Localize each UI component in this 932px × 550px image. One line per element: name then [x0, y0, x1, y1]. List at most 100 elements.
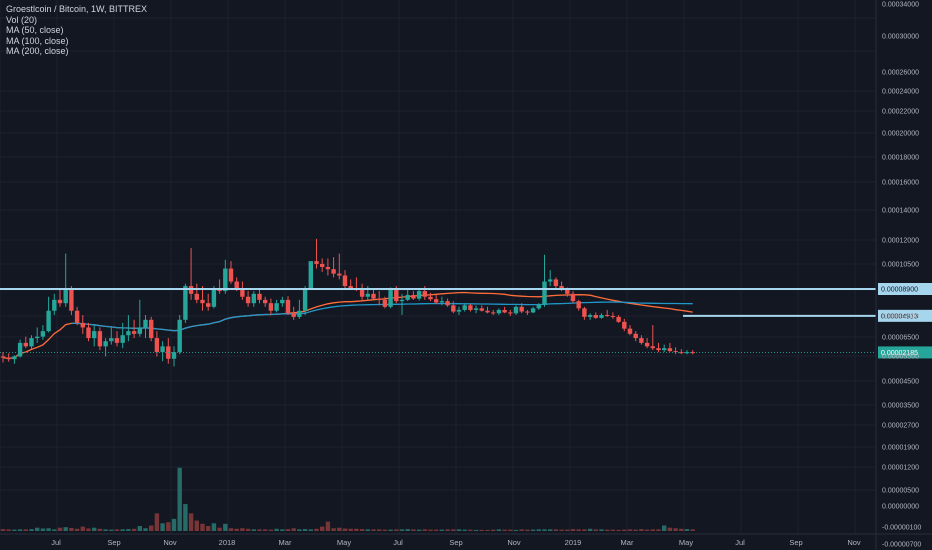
volume-bar — [80, 526, 85, 531]
candle-body — [405, 294, 410, 300]
candle-body — [160, 346, 165, 353]
y-tick-label: 0.00016000 — [882, 180, 919, 187]
volume-bar — [200, 523, 205, 531]
candle-body — [513, 306, 519, 314]
y-tick-label: 0.00007500 — [882, 314, 919, 321]
candle-body — [263, 299, 268, 304]
candle-body — [23, 342, 28, 347]
volume-bar — [542, 529, 547, 531]
candle-body — [445, 301, 450, 306]
candle-body — [565, 289, 570, 294]
candle-body — [274, 303, 279, 311]
x-tick-label: Sep — [449, 538, 462, 547]
y-tick-label: 0.00012000 — [882, 238, 919, 245]
volume-bar — [633, 529, 638, 531]
volume-bar — [411, 529, 416, 531]
level-tag — [878, 283, 932, 295]
legend-ma-200: MA (200, close) — [6, 46, 69, 56]
volume-bar — [519, 529, 524, 531]
candle-body — [137, 327, 142, 334]
candle-body — [149, 319, 154, 339]
volume-bar — [320, 526, 325, 531]
volume-bar — [171, 518, 177, 531]
candle-body — [63, 289, 68, 304]
x-tick-label: Mar — [621, 538, 634, 547]
volume-bar — [371, 529, 376, 531]
volume-bar — [109, 529, 114, 531]
volume-bar — [627, 529, 633, 531]
legend-volume: Vol (20) — [6, 14, 38, 25]
volume-bar — [582, 529, 587, 531]
candle-body — [473, 308, 479, 310]
ma-100-line — [71, 301, 693, 332]
candle-body — [388, 290, 393, 307]
candle-body — [371, 293, 376, 299]
volume-bar — [394, 529, 399, 531]
candle-body — [422, 291, 427, 297]
candle-body — [639, 338, 644, 343]
volume-bar — [650, 529, 655, 531]
volume-bar — [684, 529, 690, 531]
volume-bar — [92, 527, 97, 531]
y-tick-label: -0.00000100 — [882, 525, 921, 532]
legend-ma-100: MA (100, close) — [6, 35, 69, 46]
x-tick-label: Mar — [279, 538, 292, 547]
candle-body — [599, 315, 604, 318]
volume-bar — [399, 529, 405, 531]
candle-body — [177, 319, 182, 353]
candle-body — [633, 333, 638, 339]
volume-bar — [223, 523, 228, 531]
x-tick-label: Jul — [51, 538, 61, 547]
volume-bar — [280, 529, 285, 531]
candle-body — [627, 328, 633, 334]
candle-body — [428, 296, 433, 300]
volume-bar — [228, 528, 234, 531]
volume-bar — [673, 528, 678, 531]
volume-bar — [194, 520, 199, 531]
volume-bar — [416, 529, 422, 531]
candle-body — [17, 342, 23, 357]
volume-bar — [456, 529, 462, 531]
volume-bar — [508, 529, 513, 531]
y-tick-label: 0.00002700 — [882, 423, 919, 430]
candle-body — [109, 338, 114, 342]
volume-bar — [120, 529, 125, 531]
volume-bar — [325, 521, 331, 531]
volume-bar — [29, 529, 34, 531]
y-tick-label: 0.00034000 — [882, 2, 919, 9]
volume-bar — [314, 528, 319, 531]
volume-bar — [63, 527, 68, 531]
y-tick-label: 0.00001900 — [882, 445, 919, 452]
legend-ma-50: MA (50, close) — [6, 25, 64, 35]
candle-body — [616, 316, 621, 322]
candle-body — [582, 308, 587, 317]
candle-body — [411, 294, 416, 299]
x-tick-label: Sep — [107, 538, 120, 547]
x-tick-label: May — [679, 538, 693, 547]
candle-body — [468, 305, 473, 310]
volume-bar — [405, 529, 410, 531]
volume-bar — [331, 528, 336, 531]
volume-bar — [382, 529, 388, 531]
volume-bar — [462, 529, 467, 531]
volume-bar — [479, 529, 484, 531]
candle-body — [234, 281, 239, 289]
last-price-label: 0.00002185 — [881, 350, 918, 357]
candle-body — [348, 286, 353, 289]
volume-bar — [245, 528, 251, 531]
candle-body — [570, 293, 576, 302]
candle-body — [46, 310, 51, 332]
candle-body — [35, 336, 40, 339]
candle-body — [154, 338, 160, 353]
volume-bar — [40, 528, 46, 531]
candle-body — [650, 346, 655, 349]
candle-body — [622, 321, 627, 329]
candle-body — [644, 342, 650, 347]
volume-bar — [491, 529, 496, 531]
candle-body — [485, 310, 490, 313]
volume-bar — [46, 528, 51, 531]
candle-body — [268, 303, 274, 311]
volume-bar — [570, 529, 576, 531]
volume-bar — [86, 528, 91, 531]
